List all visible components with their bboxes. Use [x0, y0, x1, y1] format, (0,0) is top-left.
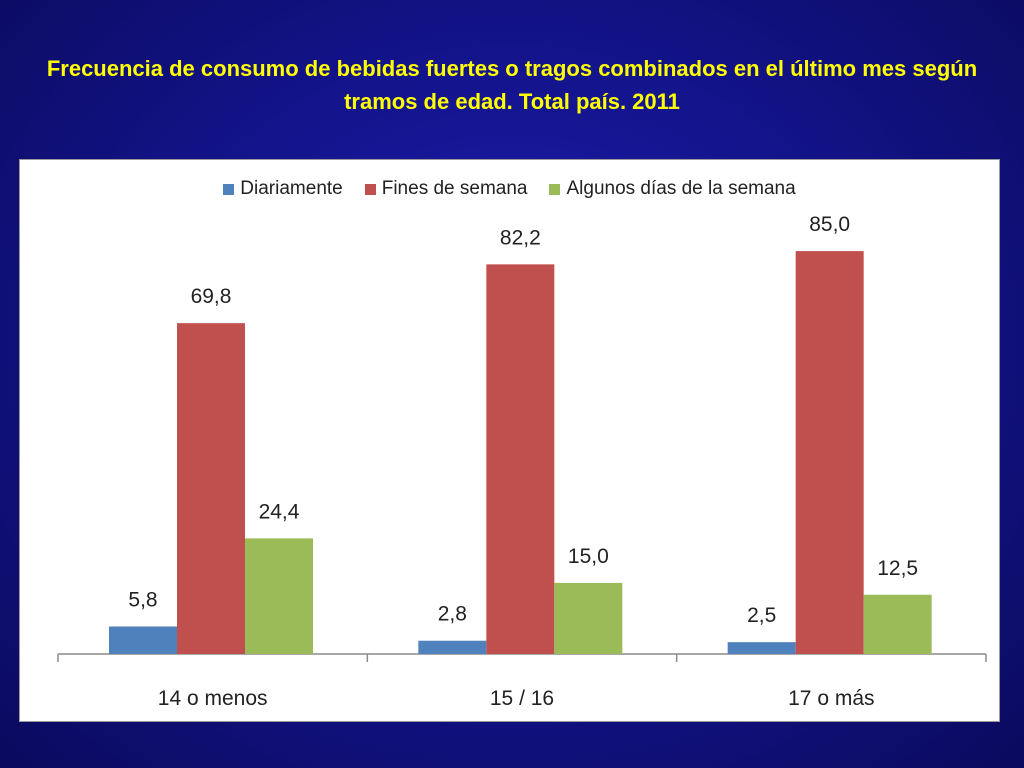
data-label: 85,0	[809, 213, 850, 236]
bar	[418, 640, 487, 654]
legend-label-fines-de-semana: Fines de semana	[381, 178, 528, 199]
bar	[486, 264, 555, 654]
legend-swatch-algunos-dias	[549, 183, 561, 195]
x-tick-label: 14 o menos	[158, 687, 268, 710]
bar	[177, 323, 245, 654]
data-label: 82,2	[500, 226, 541, 249]
bar	[863, 594, 932, 654]
data-label: 24,4	[259, 500, 300, 523]
data-label: 15,0	[568, 545, 609, 568]
legend-item-diariamente: Diariamente	[223, 178, 343, 200]
x-tick-label: 17 o más	[788, 687, 874, 710]
legend-item-fines-de-semana: Fines de semana	[364, 178, 528, 200]
chart-legend: Diariamente Fines de semana Algunos días…	[20, 178, 999, 200]
data-label: 5,8	[128, 589, 157, 612]
x-tick-label: 15 / 16	[490, 687, 554, 710]
chart-panel: Diariamente Fines de semana Algunos días…	[19, 159, 1000, 722]
bar	[727, 642, 796, 654]
bar	[109, 626, 177, 654]
legend-swatch-diariamente	[223, 183, 235, 195]
data-label: 2,8	[438, 603, 467, 626]
data-label: 69,8	[191, 285, 232, 308]
bar	[245, 538, 313, 654]
bar	[554, 582, 623, 654]
legend-item-algunos-dias: Algunos días de la semana	[549, 178, 796, 200]
legend-label-diariamente: Diariamente	[240, 178, 343, 199]
data-label: 12,5	[877, 557, 918, 580]
data-label: 2,5	[747, 604, 776, 627]
bar	[795, 251, 864, 654]
slide-title: Frecuencia de consumo de bebidas fuertes…	[46, 56, 978, 114]
legend-label-algunos-dias: Algunos días de la semana	[566, 178, 796, 199]
legend-swatch-fines-de-semana	[364, 183, 376, 195]
bar-chart: 5,8 69,8 24,4 14 o menos 2,8 82,2 15,0 15 / 16 2…	[57, 213, 987, 710]
